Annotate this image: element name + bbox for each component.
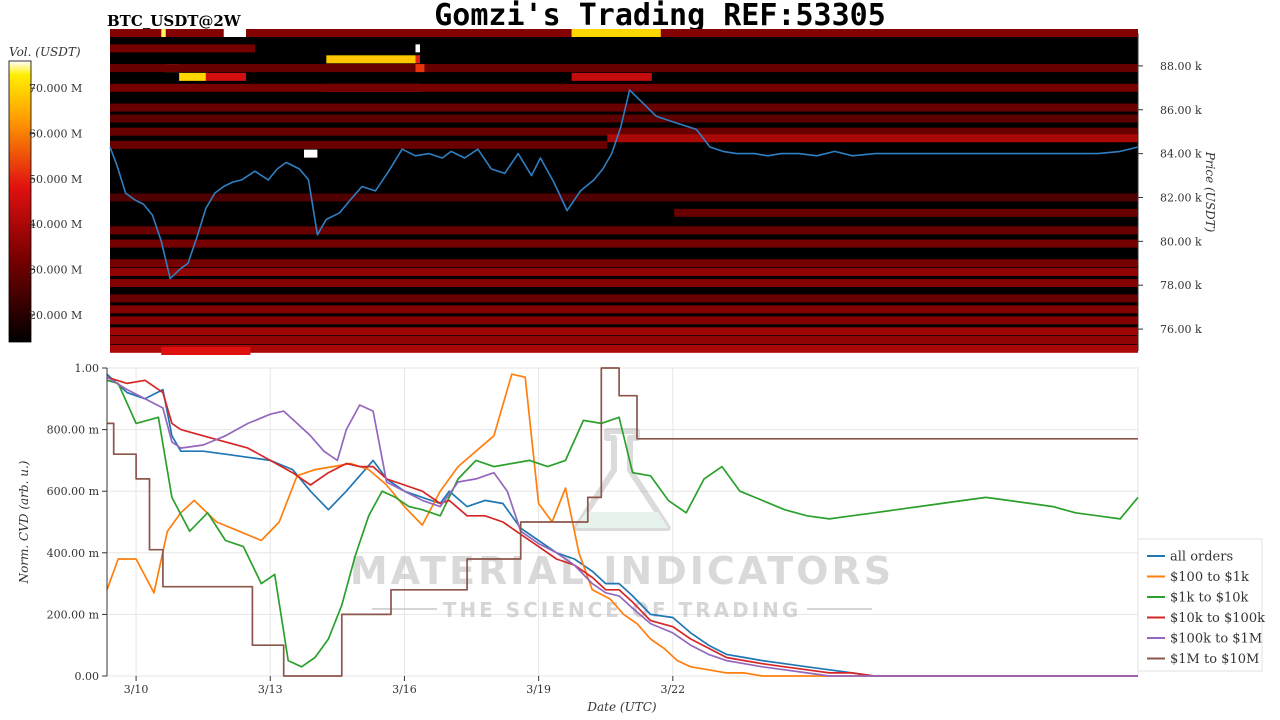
- price-tick-label-2: 80.00 k: [1160, 235, 1202, 248]
- legend-label-3: $10k to $100k: [1170, 611, 1265, 626]
- cvd-series: [106, 367, 1139, 677]
- legend-label-0: all orders: [1170, 550, 1233, 565]
- heatmap-level-22: [110, 193, 1138, 202]
- heatmap-level-23: [674, 208, 1138, 217]
- cvd-x-tick-label-1: 3/13: [258, 683, 283, 696]
- heatmap-level-2: [571, 29, 661, 37]
- cvd-x-tick-label-0: 3/10: [124, 683, 149, 696]
- heatmap-level-24: [110, 226, 1138, 235]
- price-tick-label-0: 76.00 k: [1160, 323, 1202, 336]
- cvd-series-2: [106, 379, 1139, 668]
- cvd-y-tick-label-1: 200.00 m: [47, 608, 100, 621]
- heatmap-level-20: [110, 140, 608, 149]
- watermark-subtitle: THE SCIENCE OF TRADING: [443, 598, 802, 622]
- heatmap-level-33: [110, 336, 1138, 345]
- heatmap-level-9: [110, 64, 1138, 73]
- cvd-x-tick-label-2: 3/16: [392, 683, 417, 696]
- legend: all orders $100 to $1k $1k to $10k $10k to …: [1147, 550, 1265, 667]
- price-tick-label-6: 88.00 k: [1160, 60, 1202, 73]
- cvd-y-ticks: 0.00 200.00 m 400.00 m 600.00 m 800.00 m 1.00: [47, 362, 107, 683]
- heatmap-level-11: [179, 72, 206, 81]
- price-tick-label-1: 78.00 k: [1160, 279, 1202, 292]
- colorbar-tick-label-2: 40.000 M: [29, 218, 82, 231]
- heatmap-level-7: [415, 55, 420, 64]
- heatmap-level-32: [110, 327, 1138, 336]
- colorbar-tick-label-0: 20.000 M: [29, 309, 82, 322]
- heatmap-level-34: [110, 344, 1138, 353]
- price-line: [109, 89, 1139, 280]
- colorbar-tick-label-5: 70.000 M: [29, 82, 82, 95]
- heatmap-level-35: [161, 347, 251, 355]
- heatmap-level-3: [223, 29, 247, 37]
- cvd-x-tick-label-3: 3/19: [526, 683, 551, 696]
- cvd-series-4: [106, 376, 1138, 677]
- cvd-y-tick-label-5: 1.00: [75, 362, 100, 375]
- colorbar-tick-label-4: 60.000 M: [29, 128, 82, 141]
- legend-label-4: $100k to $1M: [1170, 632, 1262, 647]
- symbol-label: BTC_USDT@2W: [107, 12, 242, 30]
- heatmap-level-19: [607, 134, 1138, 143]
- colorbar-ticks: 20.000 M 30.000 M 40.000 M 50.000 M 60.000 M…: [29, 82, 82, 322]
- colorbar-tick-label-3: 50.000 M: [29, 173, 82, 186]
- cvd-series-5: [107, 367, 1138, 677]
- heatmap-level-30: [110, 305, 1138, 314]
- heatmap-level-29: [110, 294, 1138, 303]
- legend-label-5: $1M to $10M: [1170, 652, 1259, 667]
- price-tick-label-4: 84.00 k: [1160, 148, 1202, 161]
- legend-label-2: $1k to $10k: [1170, 591, 1249, 606]
- price-ticks: 76.00 k 78.00 k 80.00 k 82.00 k 84.00 k 86.00…: [1138, 60, 1202, 336]
- heatmap-level-4: [110, 44, 255, 53]
- price-axis-label: Price (USDT): [1203, 151, 1217, 233]
- heatmap-level-21: [304, 149, 318, 158]
- price-tick-label-5: 86.00 k: [1160, 104, 1202, 117]
- cvd-y-axis-label: Norm. CVD (arb. u.): [17, 460, 31, 584]
- heatmap-level-25: [110, 239, 1138, 248]
- cvd-y-tick-label-2: 400.00 m: [47, 547, 100, 560]
- price-tick-label-3: 82.00 k: [1160, 191, 1202, 204]
- cvd-y-tick-label-0: 0.00: [75, 670, 100, 683]
- heatmap-level-5: [415, 44, 420, 53]
- cvd-x-axis-label: Date (UTC): [586, 700, 656, 714]
- heatmap-level-6: [326, 55, 416, 64]
- heatmap-level-26: [110, 259, 1138, 268]
- heatmap-level-10: [415, 64, 425, 73]
- legend-label-1: $100 to $1k: [1170, 570, 1249, 585]
- cvd-x-ticks: 3/10 3/13 3/16 3/19 3/22: [124, 676, 685, 696]
- cvd-x-tick-label-4: 3/22: [660, 683, 685, 696]
- legend-box: [1137, 538, 1263, 672]
- chart-title: Gomzi's Trading REF:53305: [434, 0, 886, 33]
- heatmap-level-16: [110, 103, 1138, 112]
- heatmap-level-27: [110, 268, 1138, 277]
- price-series-line: [109, 89, 1139, 280]
- cvd-y-tick-label-3: 600.00 m: [47, 485, 100, 498]
- heatmap-level-28: [110, 279, 1138, 288]
- heatmap-level-13: [571, 72, 652, 81]
- heatmap-level-12: [205, 72, 247, 81]
- cvd-y-tick-label-4: 800.00 m: [47, 424, 100, 437]
- heatmap-level-18: [110, 127, 1138, 136]
- heatmap-level-15: [110, 83, 1138, 92]
- colorbar-tick-label-1: 30.000 M: [29, 263, 82, 276]
- heatmap-level-1: [161, 29, 166, 37]
- heatmap-levels: [110, 29, 1138, 355]
- watermark: MATERIAL INDICATORS THE SCIENCE OF TRADI…: [350, 428, 891, 622]
- colorbar: [8, 60, 32, 343]
- heatmap-level-17: [110, 114, 1138, 123]
- heatmap-level-31: [110, 316, 1138, 325]
- colorbar-label: Vol. (USDT): [9, 45, 81, 59]
